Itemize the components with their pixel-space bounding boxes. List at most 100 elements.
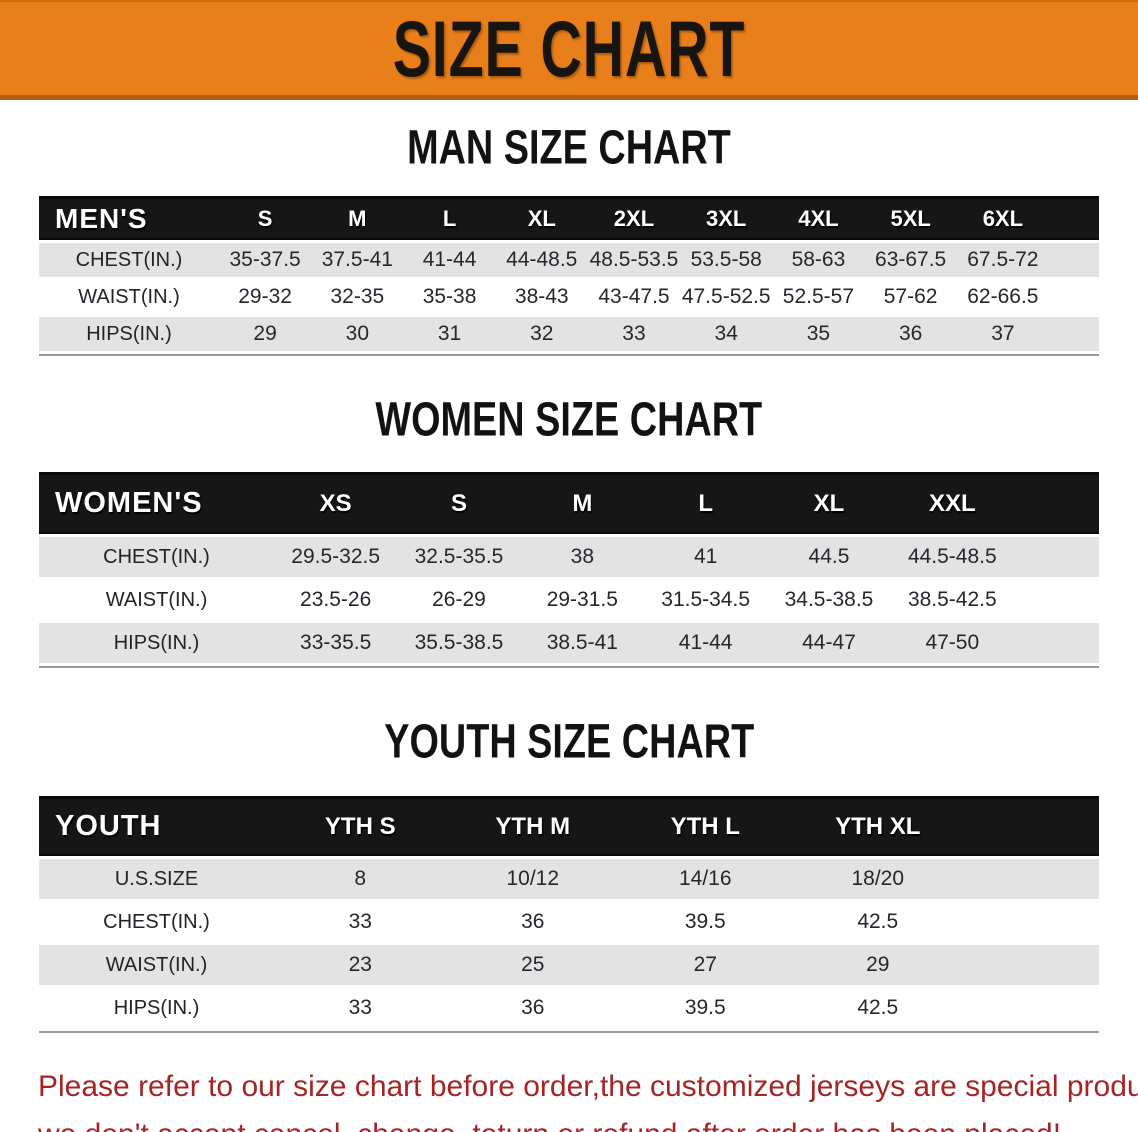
- size-cell: 44-48.5: [506, 248, 578, 271]
- man-size-chart-heading: MAN SIZE CHART: [407, 121, 731, 175]
- row-label: CHEST(IN.): [103, 910, 210, 933]
- size-table: YOUTH YTH S YTH M YTH L YTH XL U.S.SIZE 8 10/12…: [39, 793, 1099, 1031]
- banner-title: SIZE CHART: [392, 4, 746, 93]
- row-spacer: [964, 902, 1099, 942]
- size-cell: 37: [991, 322, 1015, 345]
- size-cell: 25: [521, 953, 545, 976]
- table-corner-label: YOUTH: [39, 796, 274, 856]
- size-cell: 41: [693, 545, 718, 568]
- size-cell: 18/20: [851, 867, 905, 890]
- size-cell: 33-35.5: [300, 631, 372, 654]
- table-row: CHEST(IN.) 29.5-32.5 32.5-35.5 38 41 44.5 44.5…: [39, 537, 1099, 577]
- size-cell: 37.5-41: [321, 248, 393, 271]
- size-cell: 38-43: [514, 285, 569, 308]
- column-header: YTH XL: [791, 796, 964, 856]
- size-cell: 8: [354, 867, 367, 890]
- column-header: L: [403, 196, 496, 240]
- size-cell: 23: [348, 953, 372, 976]
- size-cell: 44.5: [808, 545, 850, 568]
- row-spacer: [1049, 280, 1099, 314]
- column-header: M: [520, 472, 644, 534]
- size-cell: 34: [714, 322, 738, 345]
- size-cell: 32-35: [330, 285, 385, 308]
- size-cell: 43-47.5: [598, 285, 670, 308]
- column-header: YTH S: [274, 796, 447, 856]
- youth-size-table: YOUTH YTH S YTH M YTH L YTH XL U.S.SIZE 8 10/12…: [39, 793, 1099, 1033]
- size-cell: 27: [693, 953, 717, 976]
- row-spacer: [1049, 243, 1099, 277]
- table-row: U.S.SIZE 8 10/12 14/16 18/20: [39, 859, 1099, 899]
- column-header: S: [219, 196, 312, 240]
- size-cell: 33: [348, 996, 372, 1019]
- row-label: CHEST(IN.): [103, 545, 210, 568]
- size-cell: 35.5-38.5: [414, 631, 504, 654]
- size-cell: 38.5-41: [546, 631, 618, 654]
- table-row: HIPS(IN.) 29 30 31 32 33 34 35 36 37: [39, 317, 1099, 351]
- size-cell: 44.5-48.5: [907, 545, 997, 568]
- table-row: HIPS(IN.) 33 36 39.5 42.5: [39, 988, 1099, 1028]
- column-header: XS: [274, 472, 398, 534]
- size-cell: 29.5-32.5: [291, 545, 381, 568]
- size-cell: 47.5-52.5: [681, 285, 771, 308]
- column-header: 3XL: [680, 196, 773, 240]
- size-cell: 47-50: [925, 631, 980, 654]
- row-spacer: [1014, 537, 1099, 577]
- size-cell: 42.5: [857, 910, 899, 933]
- column-header: 4XL: [772, 196, 865, 240]
- column-header: 2XL: [587, 196, 681, 240]
- size-cell: 67.5-72: [967, 248, 1039, 271]
- size-cell: 32.5-35.5: [414, 545, 504, 568]
- size-cell: 39.5: [684, 910, 726, 933]
- row-label: WAIST(IN.): [78, 285, 180, 308]
- column-header: YTH L: [619, 796, 792, 856]
- table-corner-label: MEN'S: [39, 196, 219, 240]
- size-cell: 35: [806, 322, 831, 345]
- row-spacer: [1049, 317, 1099, 351]
- size-cell: 36: [521, 910, 545, 933]
- size-cell: 14/16: [678, 867, 732, 890]
- size-chart-banner: SIZE CHART: [0, 0, 1138, 100]
- header-spacer: [1014, 472, 1099, 534]
- size-cell: 34.5-38.5: [784, 588, 874, 611]
- size-cell: 62-66.5: [967, 285, 1039, 308]
- row-spacer: [1014, 623, 1099, 663]
- row-label: HIPS(IN.): [113, 996, 200, 1019]
- size-cell: 23.5-26: [300, 588, 372, 611]
- table-row: CHEST(IN.) 35-37.5 37.5-41 41-44 44-48.5 48.5…: [39, 243, 1099, 277]
- row-label: HIPS(IN.): [86, 322, 172, 345]
- row-label: WAIST(IN.): [105, 588, 208, 611]
- column-header: 6XL: [956, 196, 1049, 240]
- size-cell: 29-31.5: [546, 588, 618, 611]
- men-size-table: MEN'S S M L XL 2XL 3XL 4XL 5XL 6XL CHEST(IN.) 35-37…: [39, 193, 1099, 356]
- women-size-chart-heading: WOMEN SIZE CHART: [375, 393, 763, 447]
- row-label: WAIST(IN.): [105, 953, 208, 976]
- row-spacer: [964, 988, 1099, 1028]
- size-cell: 29: [253, 322, 277, 345]
- row-spacer: [1014, 580, 1099, 620]
- size-cell: 33: [348, 910, 372, 933]
- size-table: WOMEN'S XS S M L XL XXL CHEST(IN.) 29.5-32.5 32.5…: [39, 469, 1099, 666]
- column-header: XL: [767, 472, 891, 534]
- disclaimer-line-2: we don't accept cancel, change, teturn o…: [38, 1111, 1138, 1132]
- size-cell: 33: [622, 322, 646, 345]
- disclaimer-text: Please refer to our size chart before or…: [38, 1063, 1138, 1132]
- size-cell: 41-44: [422, 248, 477, 271]
- row-label: CHEST(IN.): [75, 248, 183, 271]
- column-header: S: [397, 472, 521, 534]
- header-spacer: [964, 796, 1099, 856]
- size-cell: 36: [898, 322, 923, 345]
- header-spacer: [1049, 196, 1099, 240]
- disclaimer-line-1: Please refer to our size chart before or…: [38, 1070, 1138, 1103]
- size-cell: 29: [866, 953, 890, 976]
- size-cell: 29-32: [238, 285, 292, 308]
- column-header: 5XL: [864, 196, 957, 240]
- size-cell: 58-63: [791, 248, 846, 271]
- table-row: WAIST(IN.) 23.5-26 26-29 29-31.5 31.5-34.5 34…: [39, 580, 1099, 620]
- column-header: XL: [495, 196, 588, 240]
- women-size-table: WOMEN'S XS S M L XL XXL CHEST(IN.) 29.5-32.5 32.5…: [39, 469, 1099, 668]
- size-table: MEN'S S M L XL 2XL 3XL 4XL 5XL 6XL CHEST(IN.) 35-37…: [39, 193, 1099, 354]
- size-cell: 31: [437, 322, 462, 345]
- column-header: XXL: [890, 472, 1014, 534]
- size-cell: 38.5-42.5: [907, 588, 997, 611]
- size-cell: 32: [530, 322, 554, 345]
